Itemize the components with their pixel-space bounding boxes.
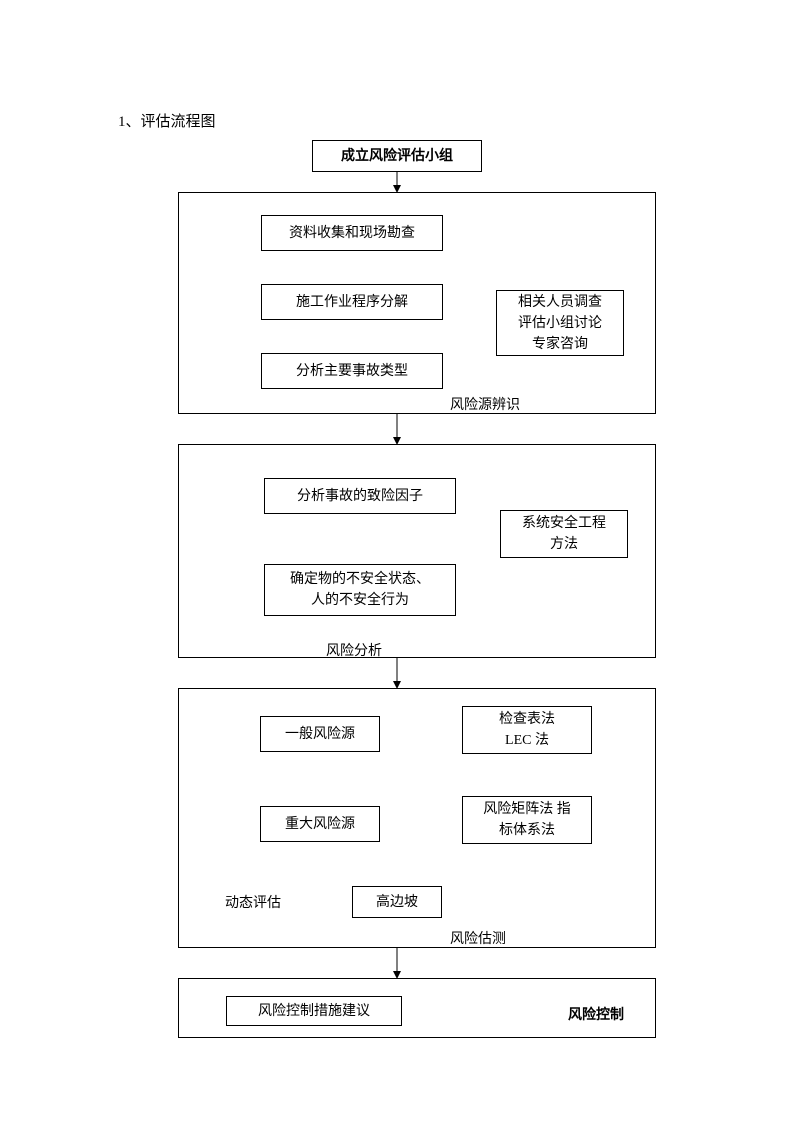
node-n13: 高边坡 — [352, 886, 442, 918]
label-l5: 风险控制 — [568, 1004, 624, 1024]
node-n6: 分析事故的致险因子 — [264, 478, 456, 514]
label-l3: 动态评估 — [225, 892, 281, 912]
flowchart-diagram: 1、评估流程图 成立风险评估小组资料收集和现场勘查施工作业程序分解分析主要事故类… — [0, 0, 800, 1132]
diagram-title: 1、评估流程图 — [118, 110, 216, 131]
label-l2: 风险分析 — [326, 640, 382, 660]
node-n10: 检查表法 LEC 法 — [462, 706, 592, 754]
node-n7: 确定物的不安全状态、 人的不安全行为 — [264, 564, 456, 616]
node-n5: 相关人员调查 评估小组讨论 专家咨询 — [496, 290, 624, 356]
label-l1: 风险源辨识 — [450, 394, 520, 414]
node-n11: 重大风险源 — [260, 806, 380, 842]
node-n2: 资料收集和现场勘查 — [261, 215, 443, 251]
node-n9: 一般风险源 — [260, 716, 380, 752]
node-n1: 成立风险评估小组 — [312, 140, 482, 172]
node-n4: 分析主要事故类型 — [261, 353, 443, 389]
label-l4: 风险估测 — [450, 928, 506, 948]
node-n3: 施工作业程序分解 — [261, 284, 443, 320]
node-n8: 系统安全工程 方法 — [500, 510, 628, 558]
node-n14: 风险控制措施建议 — [226, 996, 402, 1026]
node-n12: 风险矩阵法 指 标体系法 — [462, 796, 592, 844]
